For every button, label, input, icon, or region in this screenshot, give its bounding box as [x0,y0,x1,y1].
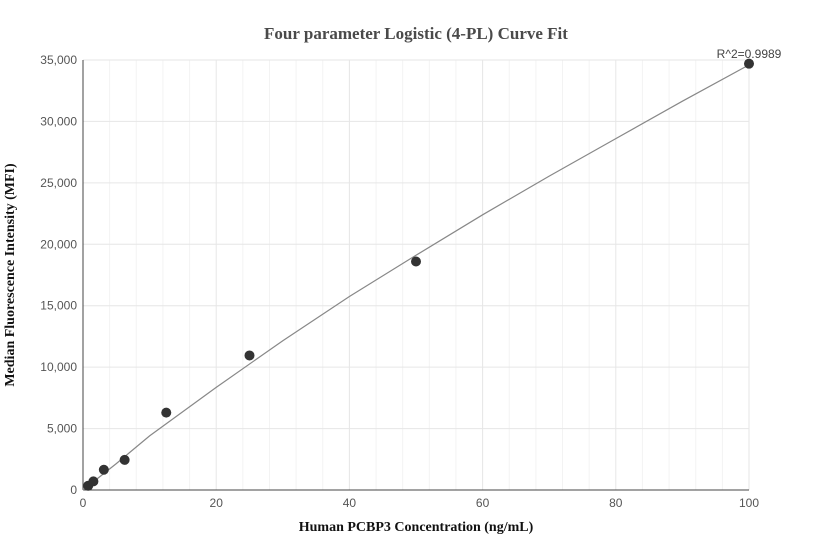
x-tick-labels: 0 20 40 60 80 100 [80,496,760,510]
y-tick-label: 10,000 [40,360,77,374]
x-tick-label: 60 [476,496,490,510]
y-tick-label: 35,000 [40,53,77,67]
y-tick-labels: 0 5,000 10,000 15,000 20,000 25,000 30,000 35,0… [40,53,77,497]
y-tick-label: 15,000 [40,299,77,313]
x-tick-label: 80 [609,496,623,510]
axes [82,60,749,491]
data-point [161,407,172,418]
chart-title: Four parameter Logistic (4-PL) Curve Fit [264,24,568,43]
data-points [83,58,754,491]
data-point [411,256,421,267]
y-tick-label: 5,000 [47,422,77,436]
data-point [244,350,255,361]
data-point [744,58,754,69]
data-point [88,476,99,487]
x-axis-label: Human PCBP3 Concentration (ng/mL) [299,520,534,535]
y-tick-label: 20,000 [40,237,77,251]
x-tick-label: 100 [739,496,759,510]
x-tick-label: 0 [80,496,87,510]
r-squared-annotation: R^2=0.9989 [717,47,782,61]
x-tick-label: 20 [210,496,224,510]
y-tick-label: 30,000 [40,114,77,128]
fit-curve [82,64,750,491]
data-point [98,464,109,475]
y-axis-label: Median Fluorescence Intensity (MFI) [3,163,18,387]
y-tick-label: 25,000 [40,176,77,190]
x-tick-label: 40 [343,496,357,510]
y-tick-label: 0 [70,483,77,497]
data-point [119,454,130,465]
grid [83,59,750,490]
